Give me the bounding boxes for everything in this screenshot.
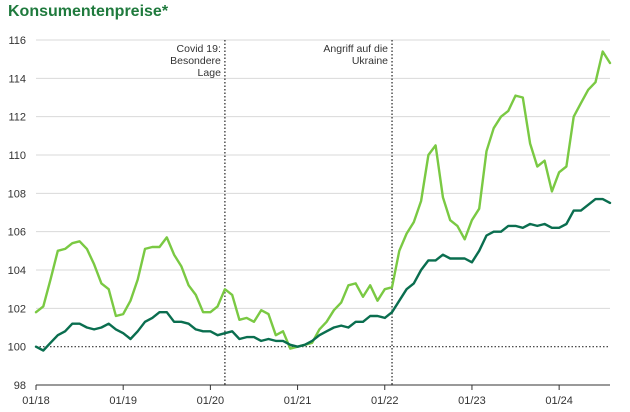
- x-tick-label: 01/19: [109, 395, 137, 407]
- y-tick-label: 100: [8, 342, 26, 354]
- y-tick-label: 110: [8, 150, 26, 162]
- x-tick-label: 01/22: [371, 395, 399, 407]
- y-tick-label: 116: [8, 35, 26, 47]
- axes: 98 100 102 104 106 108 110 112 114 116 01/18 01/19 0…: [8, 35, 610, 407]
- chart-title: Konsumentenpreise*: [8, 3, 169, 20]
- y-tick-label: 114: [8, 73, 26, 85]
- x-tick-label: 01/18: [22, 395, 50, 407]
- event-label: Lage: [198, 67, 222, 79]
- y-tick-label: 112: [8, 112, 26, 124]
- y-tick-label: 102: [8, 303, 26, 315]
- series-line-dark: [34, 197, 612, 352]
- x-tick-label: 01/20: [197, 395, 225, 407]
- event-label: Ukraine: [352, 55, 388, 67]
- y-tick-label: 106: [8, 227, 26, 239]
- x-tick-label: 01/21: [284, 395, 312, 407]
- event-label: Besondere: [170, 55, 221, 67]
- event-label: Covid 19:: [177, 43, 221, 55]
- event-label: Angriff auf die: [323, 43, 388, 55]
- x-tick-label: 01/24: [545, 395, 573, 407]
- series-lines: [34, 50, 612, 352]
- y-tick-label: 104: [8, 265, 26, 277]
- y-tick-label: 108: [8, 188, 26, 200]
- series-line-light: [34, 50, 612, 350]
- y-tick-label: 98: [14, 380, 26, 392]
- x-tick-label: 01/23: [458, 395, 486, 407]
